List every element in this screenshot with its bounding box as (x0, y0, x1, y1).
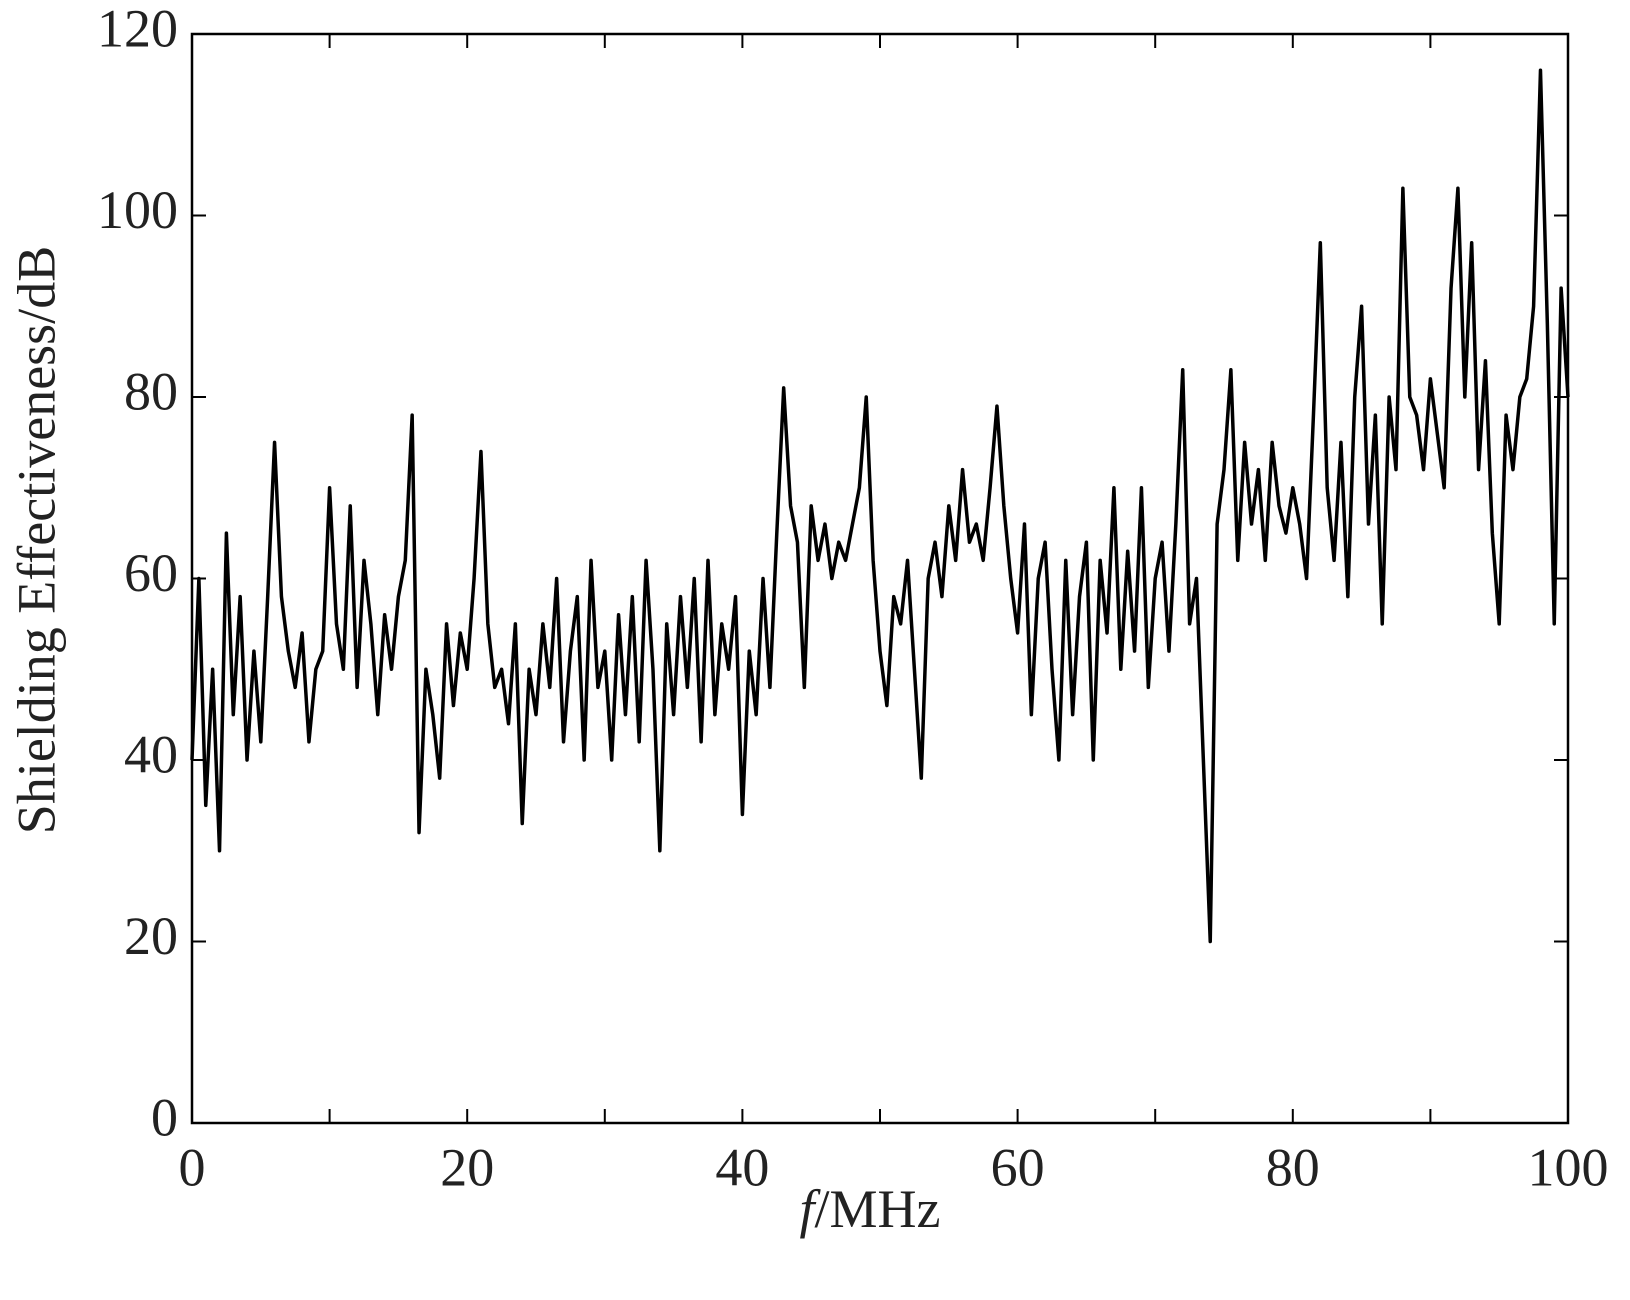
y-tick-label: 60 (124, 543, 178, 603)
x-tick-label: 80 (1266, 1137, 1320, 1197)
x-tick-label: 100 (1528, 1137, 1609, 1197)
y-tick-label: 80 (124, 361, 178, 421)
y-tick-label: 40 (124, 724, 178, 784)
y-tick-label: 0 (151, 1087, 178, 1147)
x-tick-label: 60 (991, 1137, 1045, 1197)
x-axis-label: f/MHz (800, 1179, 941, 1239)
x-tick-label: 0 (179, 1137, 206, 1197)
y-tick-label: 20 (124, 906, 178, 966)
x-tick-label: 40 (715, 1137, 769, 1197)
y-tick-label: 120 (97, 0, 178, 58)
x-axis-label-unit: /MHz (815, 1179, 941, 1239)
y-tick-label: 100 (97, 180, 178, 240)
data-line (190, 68, 1570, 944)
plot-frame (190, 32, 1570, 1125)
x-tick-label: 20 (440, 1137, 494, 1197)
y-axis-label: Shielding Effectiveness/dB (6, 246, 66, 834)
